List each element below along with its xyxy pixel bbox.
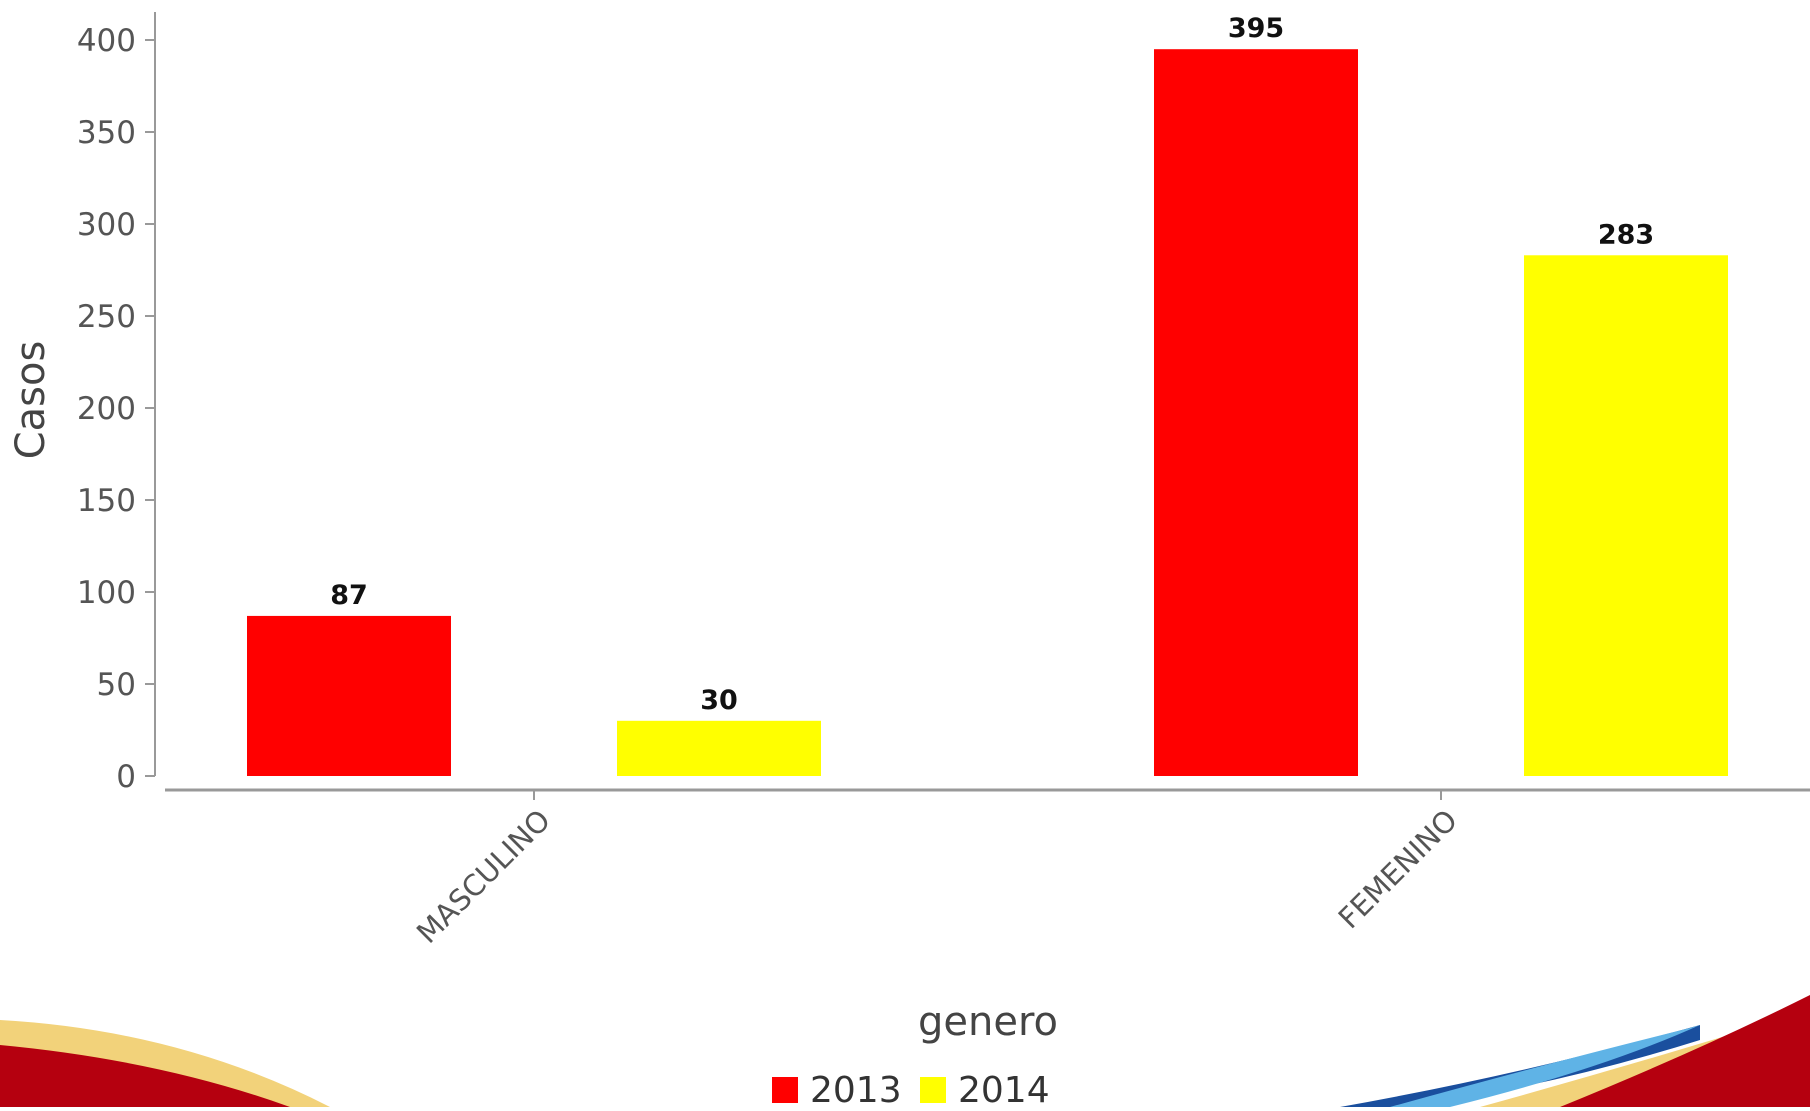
y-tick-label: 200 — [77, 391, 136, 427]
x-axis-title: genero — [918, 999, 1058, 1045]
y-tick-label: 50 — [97, 667, 136, 703]
legend: 2013 2014 — [772, 1070, 1050, 1111]
bar-value-label-masculino-2013: 87 — [330, 580, 368, 611]
y-axis-ticks: 0 50 100 150 200 250 300 350 400 — [77, 23, 155, 795]
swoosh-left-red — [0, 1045, 290, 1107]
y-tick-label: 150 — [77, 483, 136, 519]
bar-masculino-2013 — [247, 615, 451, 776]
y-tick-label: 250 — [77, 299, 136, 335]
x-tick-label-masculino: MASCULINO — [410, 803, 557, 950]
x-tick-label-femenino: FEMENINO — [1332, 803, 1464, 935]
legend-swatch-2013 — [772, 1077, 798, 1103]
decorative-swoosh — [0, 995, 1810, 1107]
data-labels: 87 30 395 283 — [330, 13, 1654, 716]
y-tick-label: 100 — [77, 575, 136, 611]
bar-femenino-2013 — [1154, 49, 1358, 776]
y-tick-label: 0 — [116, 759, 136, 795]
bar-value-label-masculino-2014: 30 — [700, 685, 738, 716]
bar-series — [247, 49, 1728, 776]
swoosh-right-red — [1560, 995, 1810, 1107]
y-tick-label: 300 — [77, 207, 136, 243]
y-tick-label: 400 — [77, 23, 136, 59]
bar-femenino-2014 — [1524, 255, 1728, 776]
x-axis-ticks: MASCULINO FEMENINO — [410, 790, 1464, 950]
y-axis-title: Casos — [8, 341, 54, 460]
legend-swatch-2014 — [920, 1077, 946, 1103]
bar-masculino-2014 — [617, 720, 821, 776]
bar-value-label-femenino-2014: 283 — [1598, 219, 1654, 250]
legend-label-2014: 2014 — [958, 1070, 1050, 1107]
y-tick-label: 350 — [77, 115, 136, 151]
legend-label-2013: 2013 — [810, 1070, 902, 1107]
swoosh-right-lightblue — [1390, 1025, 1700, 1107]
bar-value-label-femenino-2013: 395 — [1228, 13, 1284, 44]
